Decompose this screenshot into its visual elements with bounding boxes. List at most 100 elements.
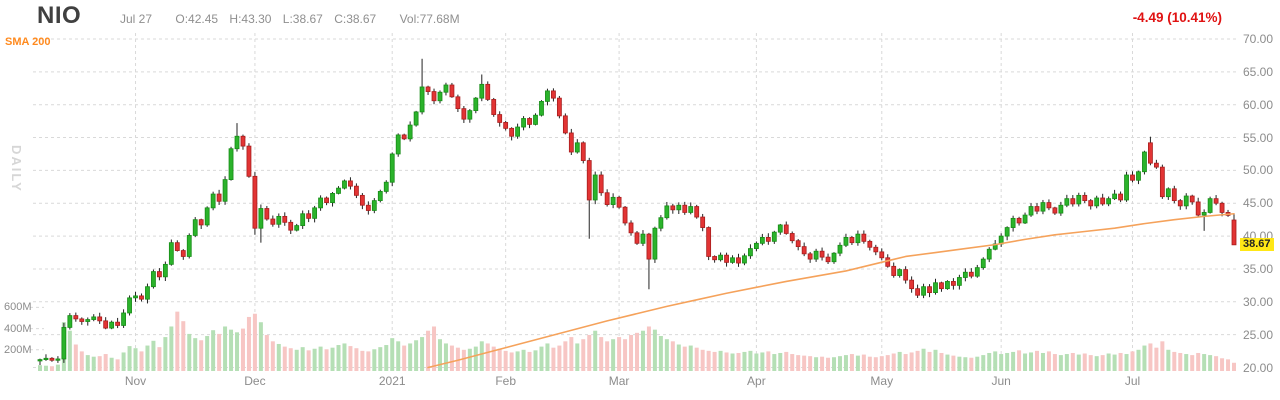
candle-body xyxy=(455,96,461,110)
candle-body xyxy=(568,132,574,153)
ticker-symbol: NIO xyxy=(37,2,82,29)
candle-body xyxy=(389,153,395,183)
volume-bar xyxy=(408,343,413,371)
volume-bar xyxy=(1142,345,1147,371)
volume-bar xyxy=(366,351,371,371)
volume-bar xyxy=(927,351,932,371)
chart-header: NIO Jul 27 O:42.45 H:43.30 L:38.67 C:38.… xyxy=(0,0,1280,32)
candle-body xyxy=(980,258,986,269)
volume-bar xyxy=(264,334,269,371)
candle-body xyxy=(151,271,156,288)
volume-bar xyxy=(151,340,156,371)
candle-body xyxy=(288,221,294,231)
volume-bar xyxy=(581,339,586,371)
volume-bar xyxy=(390,338,395,371)
volume-bar xyxy=(455,347,460,371)
volume-bar xyxy=(1112,354,1117,371)
candle-body xyxy=(712,256,718,261)
candle-body xyxy=(867,240,873,248)
volume-bar xyxy=(103,354,108,371)
candle-body xyxy=(342,180,347,189)
candle-body xyxy=(736,257,741,264)
volume-bar xyxy=(867,356,872,371)
volume-bar xyxy=(742,351,747,371)
candle-body xyxy=(939,282,944,290)
candle-body xyxy=(1106,198,1112,205)
volume-bar xyxy=(1160,341,1165,371)
candle-body xyxy=(395,134,401,155)
volume-bar xyxy=(1208,355,1213,371)
volume-bar xyxy=(414,340,419,371)
candle-body xyxy=(419,86,425,113)
volume-bar xyxy=(688,345,693,371)
volume-bar xyxy=(1136,349,1141,371)
candle-body xyxy=(1118,193,1123,201)
volume-bar xyxy=(915,350,920,371)
candle-body xyxy=(658,217,664,229)
candle-body xyxy=(509,127,515,137)
candle-body xyxy=(545,90,550,102)
volume-bar xyxy=(384,345,389,371)
volume-bar xyxy=(605,341,610,371)
volume-bar xyxy=(784,351,789,371)
readout-low: L:38.67 xyxy=(282,12,323,26)
candle-body xyxy=(718,254,723,261)
volume-bar xyxy=(276,343,281,371)
candle-body xyxy=(127,297,132,314)
candle-body xyxy=(956,277,962,286)
volume-bar xyxy=(873,357,878,371)
volume-bar xyxy=(1034,350,1039,371)
volume-bar xyxy=(963,357,968,371)
candle-body xyxy=(336,187,341,194)
volume-bar xyxy=(957,356,962,371)
volume-bar xyxy=(145,345,150,371)
candle-body xyxy=(962,271,968,278)
candle-body xyxy=(73,315,79,320)
volume-bar xyxy=(1011,351,1016,371)
volume-bar xyxy=(879,356,884,371)
candle-body xyxy=(437,91,443,102)
candle-body xyxy=(730,257,735,263)
candle-body xyxy=(921,286,926,296)
volume-bar xyxy=(175,311,180,371)
candle-body xyxy=(216,193,222,202)
volume-bar xyxy=(951,355,956,371)
candle-body xyxy=(359,194,365,206)
volume-bar xyxy=(718,350,723,371)
candle-body xyxy=(1046,202,1052,209)
candle-body xyxy=(1058,204,1064,214)
candle-body xyxy=(748,248,753,257)
candle-body xyxy=(473,97,479,112)
candle-body xyxy=(479,83,485,99)
candle-body xyxy=(724,254,729,263)
volume-bar xyxy=(658,336,663,371)
candle-body xyxy=(795,240,801,248)
timeframe-watermark: DAILY xyxy=(9,145,24,193)
candle-body xyxy=(1165,188,1171,198)
candle-body xyxy=(759,237,765,244)
candle-body xyxy=(1148,142,1153,164)
candle-body xyxy=(742,255,747,264)
candle-body xyxy=(1124,174,1129,201)
volume-bar xyxy=(342,343,347,371)
candle-body xyxy=(1177,200,1183,207)
volume-bar xyxy=(324,349,329,371)
candle-body xyxy=(1136,171,1141,181)
candle-body xyxy=(891,265,897,276)
candle-body xyxy=(252,175,258,229)
volume-bar xyxy=(67,330,72,371)
candle-body xyxy=(1142,151,1147,173)
candle-body xyxy=(527,118,532,125)
volume-bar xyxy=(796,355,801,371)
volume-bar xyxy=(491,346,496,371)
volume-bar xyxy=(300,347,305,371)
volume-bar xyxy=(652,329,657,371)
candle-body xyxy=(1070,198,1076,205)
volume-bar xyxy=(121,352,126,371)
price-change-label: -4.49 (10.41%) xyxy=(1132,10,1222,25)
volume-bar xyxy=(437,339,442,371)
candle-body xyxy=(592,174,598,201)
volume-bar xyxy=(432,326,437,371)
